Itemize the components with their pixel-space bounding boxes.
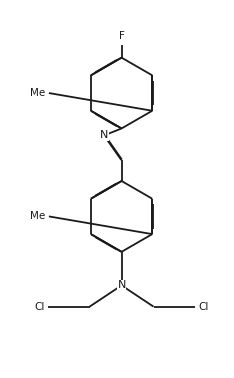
Text: N: N [100, 130, 109, 140]
Text: Me: Me [30, 88, 45, 98]
Text: Cl: Cl [35, 302, 45, 311]
Text: F: F [119, 31, 124, 40]
Text: Me: Me [30, 211, 45, 222]
Text: Cl: Cl [198, 302, 208, 311]
Text: N: N [117, 280, 126, 290]
